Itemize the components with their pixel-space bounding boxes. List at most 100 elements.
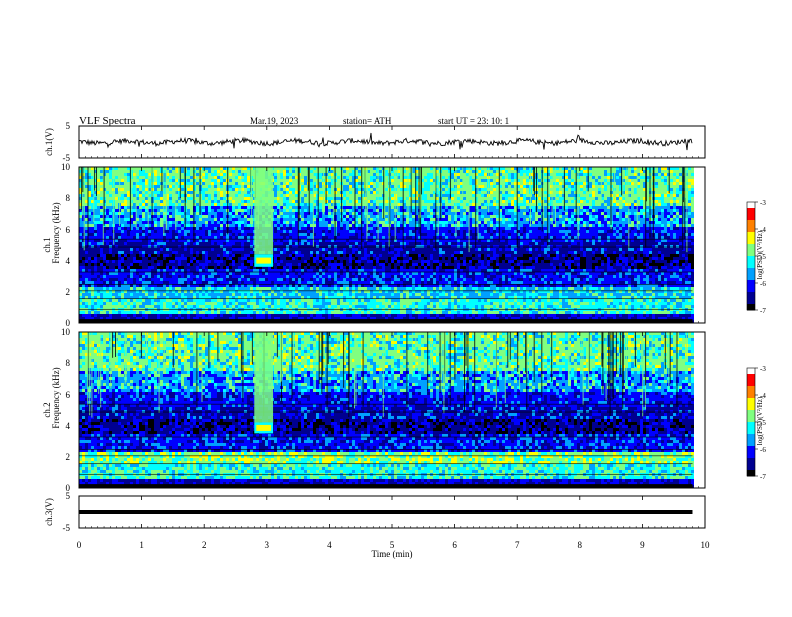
heatmap-cell [214,236,217,239]
heatmap-cell [175,167,178,170]
heatmap-cell [691,218,694,221]
heatmap-cell [310,230,313,233]
heatmap-cell [502,182,505,185]
heatmap-cell [358,209,361,212]
heatmap-cell [502,227,505,230]
heatmap-cell [175,197,178,200]
heatmap-cell [100,218,103,221]
heatmap-cell [592,197,595,200]
heatmap-cell [232,185,235,188]
heatmap-cell [451,236,454,239]
heatmap-cell [280,215,283,218]
heatmap-cell [211,206,214,209]
heatmap-cell [154,203,157,206]
heatmap-cell [232,203,235,206]
heatmap-cell [670,179,673,182]
heatmap-cell [163,194,166,197]
heatmap-cell [220,221,223,224]
heatmap-cell [160,197,163,200]
heatmap-cell [595,212,598,215]
heatmap-cell [547,179,550,182]
heatmap-cell [508,170,511,173]
heatmap-cell [325,227,328,230]
heatmap-cell [373,218,376,221]
heatmap-cell [217,209,220,212]
heatmap-cell [502,185,505,188]
heatmap-cell [427,173,430,176]
heatmap-cell [94,194,97,197]
heatmap-cell [301,230,304,233]
heatmap-cell [538,182,541,185]
heatmap-cell [421,209,424,212]
heatmap-cell [568,218,571,221]
heatmap-cell [655,167,658,170]
heatmap-cell [580,200,583,203]
heatmap-cell [616,182,619,185]
heatmap-cell [115,167,118,170]
heatmap-cell [580,218,583,221]
heatmap-cell [139,212,142,215]
heatmap-cell [127,176,130,179]
heatmap-cell [202,200,205,203]
heatmap-cell [379,188,382,191]
heatmap-cell [145,206,148,209]
heatmap-cell [463,203,466,206]
heatmap-cell [571,227,574,230]
heatmap-cell [475,185,478,188]
heatmap-cell [247,185,250,188]
heatmap-cell [178,227,181,230]
heatmap-cell [142,185,145,188]
heatmap-cell [385,167,388,170]
heatmap-cell [583,236,586,239]
heatmap-cell [442,236,445,239]
heatmap-cell [481,197,484,200]
heatmap-cell [499,176,502,179]
heatmap-cell [304,194,307,197]
heatmap-cell [133,218,136,221]
heatmap-cell [631,227,634,230]
heatmap-cell [349,218,352,221]
heatmap-cell [181,203,184,206]
heatmap-cell [367,233,370,236]
heatmap-cell [346,197,349,200]
heatmap-cell [415,176,418,179]
heatmap-cell [448,233,451,236]
heatmap-cell [214,209,217,212]
heatmap-cell [586,188,589,191]
heatmap-cell [508,221,511,224]
heatmap-cell [595,170,598,173]
heatmap-cell [490,212,493,215]
heatmap-cell [274,173,277,176]
heatmap-cell [679,218,682,221]
heatmap-cell [190,236,193,239]
heatmap-cell [190,221,193,224]
heatmap-cell [436,185,439,188]
heatmap-cell [358,206,361,209]
heatmap-cell [472,212,475,215]
heatmap-cell [181,173,184,176]
heatmap-cell [484,200,487,203]
heatmap-cell [310,200,313,203]
heatmap-cell [481,167,484,170]
heatmap-cell [310,212,313,215]
heatmap-cell [301,185,304,188]
heatmap-cell [568,176,571,179]
heatmap-cell [91,233,94,236]
heatmap-cell [658,176,661,179]
heatmap-cell [178,182,181,185]
heatmap-cell [571,206,574,209]
heatmap-cell [211,176,214,179]
heatmap-cell [442,179,445,182]
heatmap-cell [97,176,100,179]
heatmap-cell [412,218,415,221]
heatmap-cell [367,236,370,239]
heatmap-cell [628,170,631,173]
heatmap-cell [136,230,139,233]
heatmap-cell [631,221,634,224]
heatmap-cell [631,212,634,215]
heatmap-cell [172,176,175,179]
heatmap-cell [661,233,664,236]
heatmap-cell [622,224,625,227]
heatmap-cell [472,209,475,212]
heatmap-cell [169,230,172,233]
